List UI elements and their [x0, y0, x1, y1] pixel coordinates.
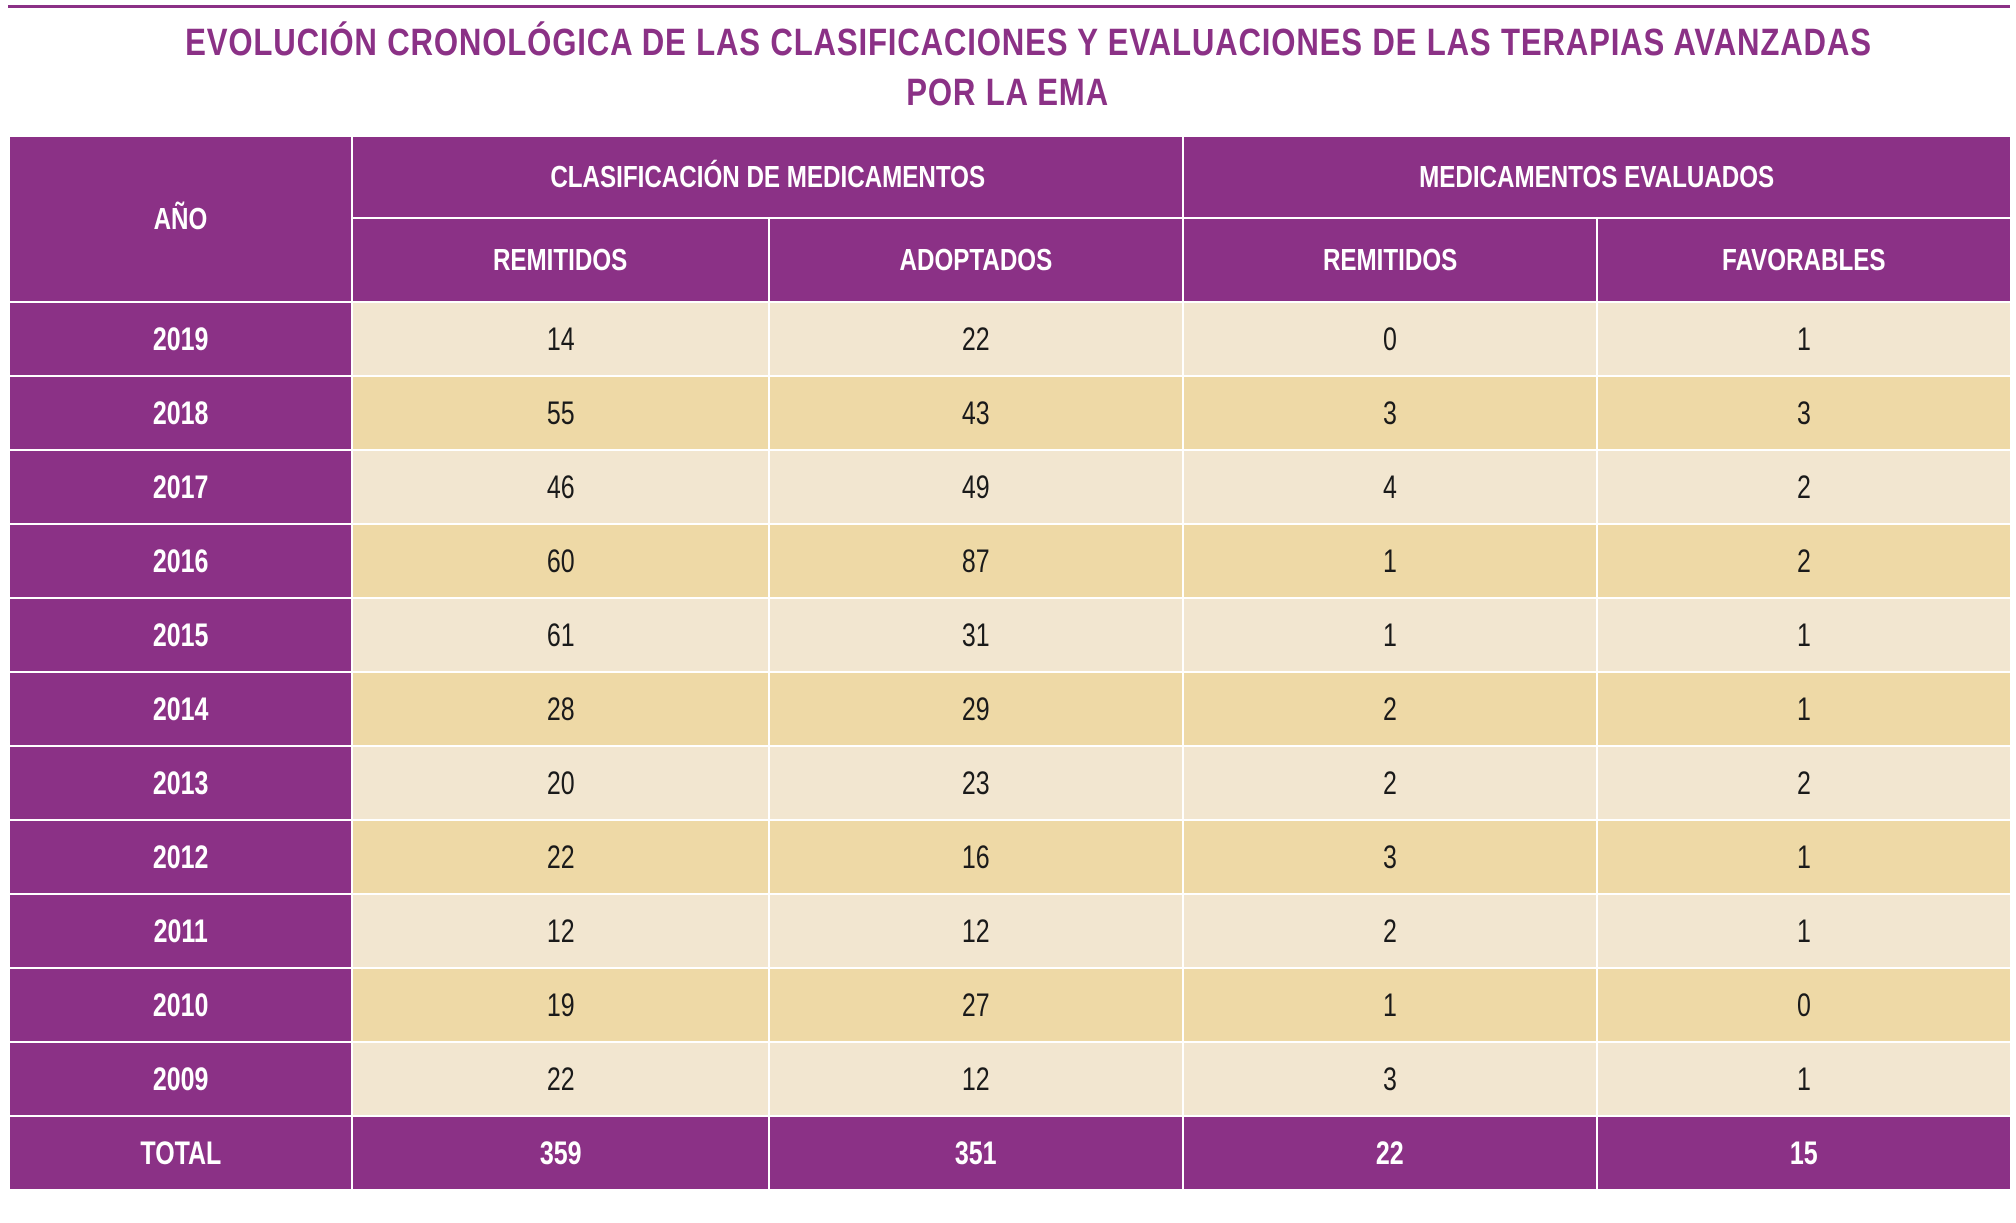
- table-row: 2016 60 87 1 2: [8, 523, 2013, 599]
- value-cell: 4: [1182, 449, 1599, 525]
- value-cell: 2: [1596, 523, 2013, 599]
- value-cell: 12: [351, 893, 770, 969]
- value-cell: 1: [1182, 523, 1599, 599]
- title-line-2: POR LA EMA: [906, 72, 1110, 114]
- value-cell: 19: [351, 967, 770, 1043]
- table-row: 2010 19 27 1 0: [8, 967, 2013, 1043]
- value-cell: 22: [351, 1041, 770, 1117]
- value-cell: 1: [1596, 819, 2013, 895]
- year-cell: 2011: [8, 893, 353, 969]
- value-cell: 28: [351, 671, 770, 747]
- year-cell: 2014: [8, 671, 353, 747]
- value-cell: 3: [1596, 375, 2013, 451]
- value-cell: 351: [767, 1115, 1185, 1191]
- table-row: 2019 14 22 0 1: [8, 301, 2013, 377]
- year-cell: 2016: [8, 523, 353, 599]
- page-title: EVOLUCIÓN CRONOLÓGICA DE LAS CLASIFICACI…: [0, 18, 2016, 118]
- value-cell: 14: [351, 301, 770, 377]
- year-header: AÑO: [8, 135, 353, 303]
- value-cell: 16: [767, 819, 1185, 895]
- value-cell: 1: [1596, 893, 2013, 969]
- value-cell: 43: [767, 375, 1185, 451]
- year-cell: 2012: [8, 819, 353, 895]
- top-rule: [8, 5, 2010, 8]
- value-cell: 2: [1596, 745, 2013, 821]
- value-cell: 29: [767, 671, 1185, 747]
- value-cell: 1: [1596, 597, 2013, 673]
- value-cell: 15: [1596, 1115, 2013, 1191]
- table-row: 2017 46 49 4 2: [8, 449, 2013, 525]
- table-row: 2018 55 43 3 3: [8, 375, 2013, 451]
- group-header-evaluados: MEDICAMENTOS EVALUADOS: [1182, 135, 2013, 219]
- value-cell: 22: [1182, 1115, 1599, 1191]
- title-line-1: EVOLUCIÓN CRONOLÓGICA DE LAS CLASIFICACI…: [185, 22, 1872, 64]
- year-cell: 2017: [8, 449, 353, 525]
- value-cell: 359: [351, 1115, 770, 1191]
- year-cell: 2019: [8, 301, 353, 377]
- table-row: 2014 28 29 2 1: [8, 671, 2013, 747]
- value-cell: 1: [1596, 1041, 2013, 1117]
- total-label: TOTAL: [8, 1115, 353, 1191]
- year-cell: 2018: [8, 375, 353, 451]
- year-cell: 2010: [8, 967, 353, 1043]
- value-cell: 1: [1182, 597, 1599, 673]
- value-cell: 27: [767, 967, 1185, 1043]
- value-cell: 1: [1596, 671, 2013, 747]
- table-body: 2019 14 22 0 1 2018 55 43 3 3 2017 46 49 4 2 2016 60 87 1 2…: [8, 301, 2013, 1191]
- value-cell: 0: [1596, 967, 2013, 1043]
- value-cell: 31: [767, 597, 1185, 673]
- value-cell: 60: [351, 523, 770, 599]
- column-header: ADOPTADOS: [767, 217, 1185, 303]
- value-cell: 1: [1596, 301, 2013, 377]
- value-cell: 61: [351, 597, 770, 673]
- value-cell: 49: [767, 449, 1185, 525]
- total-row: TOTAL 359 351 22 15: [8, 1115, 2013, 1191]
- value-cell: 2: [1182, 745, 1599, 821]
- value-cell: 2: [1182, 893, 1599, 969]
- table-row: 2012 22 16 3 1: [8, 819, 2013, 895]
- value-cell: 3: [1182, 375, 1599, 451]
- year-cell: 2015: [8, 597, 353, 673]
- ema-table: AÑO CLASIFICACIÓN DE MEDICAMENTOS MEDICA…: [8, 135, 2013, 1191]
- group-header-clasificacion: CLASIFICACIÓN DE MEDICAMENTOS: [350, 135, 1185, 219]
- column-header: REMITIDOS: [1182, 217, 1599, 303]
- table-row: 2011 12 12 2 1: [8, 893, 2013, 969]
- value-cell: 0: [1182, 301, 1599, 377]
- value-cell: 2: [1596, 449, 2013, 525]
- value-cell: 3: [1182, 819, 1599, 895]
- year-cell: 2009: [8, 1041, 353, 1117]
- value-cell: 3: [1182, 1041, 1599, 1117]
- value-cell: 20: [351, 745, 770, 821]
- table-row: 2009 22 12 3 1: [8, 1041, 2013, 1117]
- column-header: REMITIDOS: [351, 217, 770, 303]
- column-header: FAVORABLES: [1596, 217, 2013, 303]
- value-cell: 1: [1182, 967, 1599, 1043]
- value-cell: 55: [351, 375, 770, 451]
- value-cell: 23: [767, 745, 1185, 821]
- value-cell: 87: [767, 523, 1185, 599]
- table-row: 2013 20 23 2 2: [8, 745, 2013, 821]
- value-cell: 22: [767, 301, 1185, 377]
- value-cell: 22: [351, 819, 770, 895]
- year-cell: 2013: [8, 745, 353, 821]
- value-cell: 46: [351, 449, 770, 525]
- value-cell: 2: [1182, 671, 1599, 747]
- table-row: 2015 61 31 1 1: [8, 597, 2013, 673]
- value-cell: 12: [767, 893, 1185, 969]
- value-cell: 12: [767, 1041, 1185, 1117]
